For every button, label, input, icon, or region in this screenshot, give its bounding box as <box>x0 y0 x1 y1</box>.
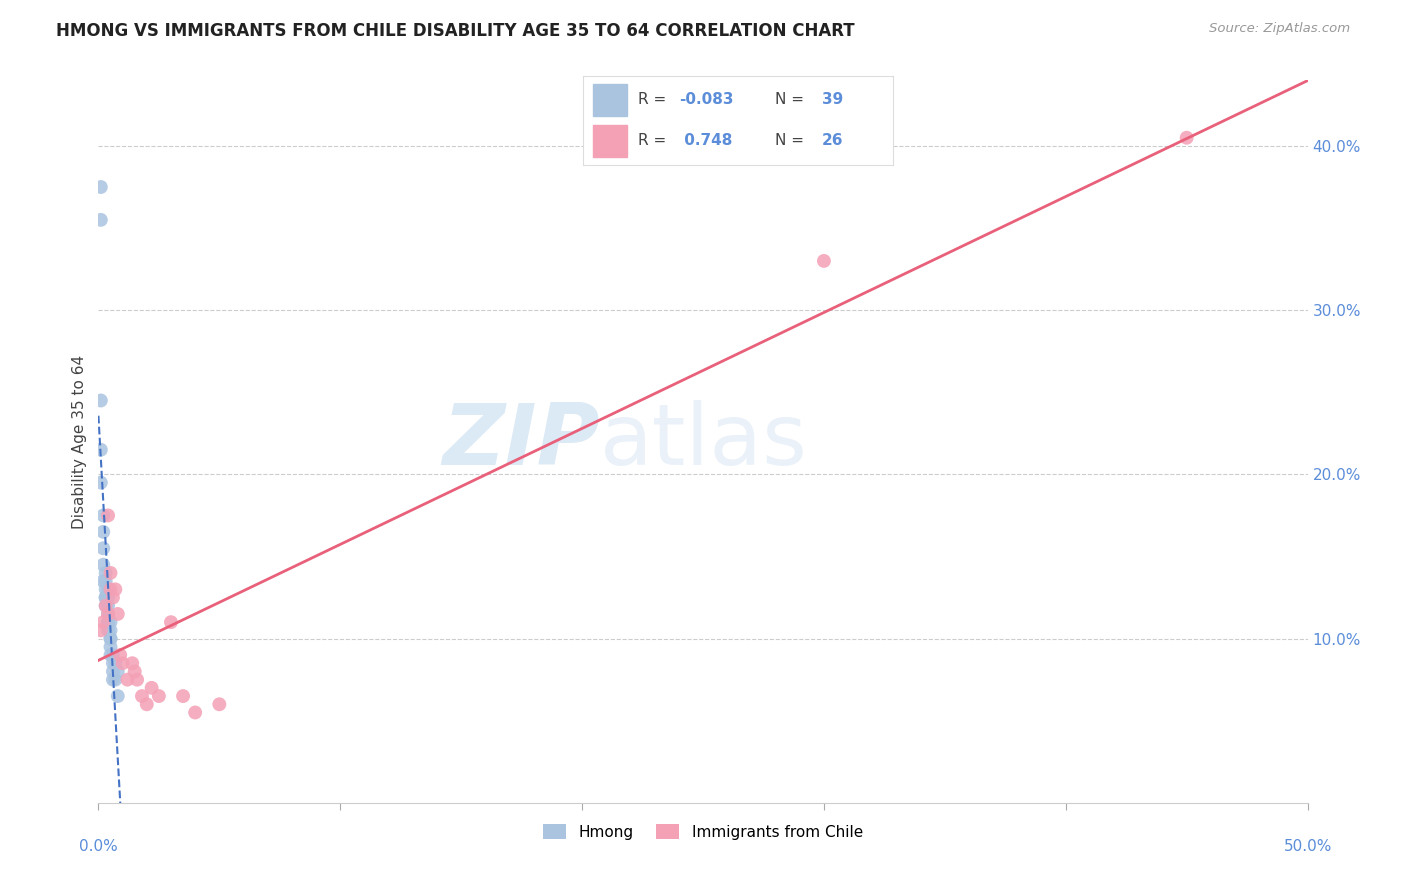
Point <box>100 648 122 662</box>
Point <box>97 607 120 621</box>
Point <box>107 607 129 621</box>
Point <box>90 624 112 638</box>
Text: Source: ZipAtlas.com: Source: ZipAtlas.com <box>1209 22 1350 36</box>
Point <box>100 640 122 654</box>
Point <box>97 615 120 630</box>
Point <box>97 615 120 630</box>
Point <box>104 657 127 671</box>
Text: N =: N = <box>775 134 808 148</box>
Point <box>121 657 143 671</box>
Point <box>101 673 124 687</box>
Point <box>184 706 207 720</box>
Point <box>97 582 120 597</box>
Point <box>100 615 122 630</box>
Point <box>172 689 194 703</box>
Point <box>90 180 112 194</box>
Point <box>94 566 117 580</box>
Point <box>97 599 120 613</box>
Point <box>90 212 112 227</box>
Legend: Hmong, Immigrants from Chile: Hmong, Immigrants from Chile <box>537 818 869 846</box>
Text: ZIP: ZIP <box>443 400 600 483</box>
Point <box>104 582 127 597</box>
Point <box>100 632 122 646</box>
Text: HMONG VS IMMIGRANTS FROM CHILE DISABILITY AGE 35 TO 64 CORRELATION CHART: HMONG VS IMMIGRANTS FROM CHILE DISABILIT… <box>56 22 855 40</box>
Bar <box>593 84 627 116</box>
Point <box>208 698 231 712</box>
Point <box>127 673 149 687</box>
Point <box>101 591 124 605</box>
Point <box>813 253 835 268</box>
Point <box>100 632 122 646</box>
Point <box>131 689 153 703</box>
Point <box>94 582 117 597</box>
Point <box>90 475 112 490</box>
Point <box>124 665 146 679</box>
Point <box>94 591 117 605</box>
Point <box>94 591 117 605</box>
Point <box>90 393 112 408</box>
Text: R =: R = <box>638 134 671 148</box>
Point <box>104 673 127 687</box>
Point <box>101 648 124 662</box>
Point <box>91 508 114 523</box>
Point <box>94 574 117 588</box>
Point <box>135 698 157 712</box>
Point <box>100 566 122 580</box>
Point <box>100 624 122 638</box>
Point <box>100 582 122 597</box>
Y-axis label: Disability Age 35 to 64: Disability Age 35 to 64 <box>72 354 87 529</box>
Point <box>97 607 120 621</box>
Text: N =: N = <box>775 93 808 107</box>
Point <box>107 689 129 703</box>
Point <box>111 657 134 671</box>
Text: 26: 26 <box>821 134 844 148</box>
Point <box>101 665 124 679</box>
Point <box>97 591 120 605</box>
Point <box>107 665 129 679</box>
Point <box>90 442 112 457</box>
Text: atlas: atlas <box>600 400 808 483</box>
Point <box>148 689 170 703</box>
Point <box>108 648 131 662</box>
Point <box>141 681 163 695</box>
Point <box>97 607 120 621</box>
Point <box>94 599 117 613</box>
Text: 39: 39 <box>821 93 844 107</box>
Point <box>91 558 114 572</box>
Point <box>97 508 120 523</box>
Bar <box>593 125 627 157</box>
Point <box>117 673 139 687</box>
Point <box>101 657 124 671</box>
Point <box>91 574 114 588</box>
Text: R =: R = <box>638 93 671 107</box>
Text: 0.748: 0.748 <box>679 134 733 148</box>
Point <box>1175 130 1198 145</box>
Point <box>94 599 117 613</box>
Point <box>91 615 114 630</box>
Text: -0.083: -0.083 <box>679 93 734 107</box>
Text: 50.0%: 50.0% <box>1284 838 1331 854</box>
Point <box>160 615 183 630</box>
Text: 0.0%: 0.0% <box>79 838 118 854</box>
Point <box>97 624 120 638</box>
Point <box>91 524 114 539</box>
Point <box>91 541 114 556</box>
Point <box>94 591 117 605</box>
